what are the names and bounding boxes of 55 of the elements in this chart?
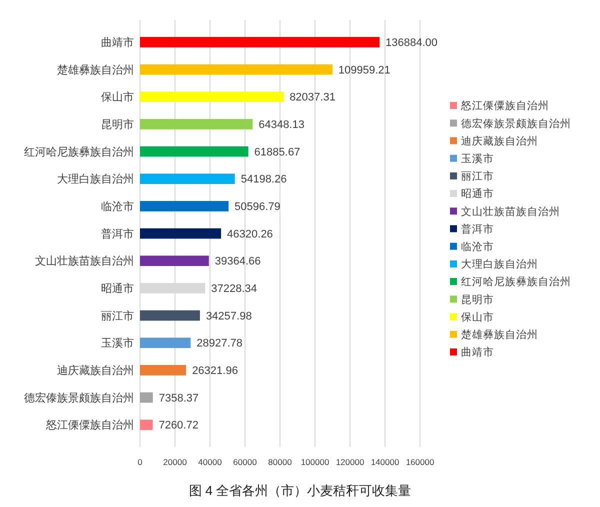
x-tick-label: 140000 bbox=[370, 457, 400, 467]
data-label: 64348.13 bbox=[258, 119, 304, 132]
data-label: 7260.72 bbox=[158, 420, 198, 432]
data-label: 26321.96 bbox=[192, 365, 238, 378]
y-tick-label: 曲靖市 bbox=[101, 36, 134, 49]
x-tick-label: 60000 bbox=[233, 457, 258, 467]
data-label: 82037.31 bbox=[290, 92, 336, 104]
data-label: 39364.66 bbox=[214, 256, 261, 268]
data-label: 37228.34 bbox=[211, 283, 258, 296]
y-tick-label: 保山市 bbox=[101, 90, 134, 104]
data-label: 61885.67 bbox=[254, 146, 300, 158]
legend-label: 玉溪市 bbox=[461, 152, 494, 165]
data-label: 28927.78 bbox=[196, 338, 243, 350]
y-tick-label: 丽江市 bbox=[101, 309, 134, 322]
text: 图 4 全省各州（市）小麦秸秆可收集量 bbox=[188, 483, 412, 498]
y-tick-label: 普洱市 bbox=[101, 227, 134, 240]
legend-label: 曲靖市 bbox=[461, 346, 494, 359]
y-tick-label: 玉溪市 bbox=[101, 336, 134, 350]
data-label: 54198.26 bbox=[240, 174, 287, 186]
legend-label: 德宏傣族景颇族自治州 bbox=[461, 116, 571, 130]
data-label: 34257.98 bbox=[206, 310, 252, 322]
data-label: 7358.37 bbox=[158, 392, 199, 404]
legend-label: 普洱市 bbox=[461, 222, 494, 236]
legend-label: 楚雄彝族自治州 bbox=[461, 328, 538, 341]
y-tick-label: 怒江傈僳族自治州 bbox=[45, 418, 134, 432]
x-tick-label: 80000 bbox=[268, 457, 292, 467]
legend-label: 迪庆藏族自治州 bbox=[461, 134, 538, 148]
y-tick-label: 红河哈尼族彝族自治州 bbox=[24, 145, 134, 158]
y-tick-label: 楚雄彝族自治州 bbox=[57, 63, 134, 76]
x-tick-label: 120000 bbox=[336, 457, 364, 467]
x-tick-label: 20000 bbox=[163, 457, 188, 467]
y-tick-label: 昆明市 bbox=[101, 118, 134, 132]
y-tick-label: 大理白族自治州 bbox=[57, 172, 134, 186]
x-tick-label: 0 bbox=[138, 457, 143, 467]
legend-label: 保山市 bbox=[461, 310, 494, 324]
y-tick-label: 文山壮族苗族自治州 bbox=[35, 254, 134, 268]
legend-label: 红河哈尼族彝族自治州 bbox=[461, 275, 571, 288]
legend-label: 文山壮族苗族自治州 bbox=[461, 204, 560, 218]
y-tick-label: 昭通市 bbox=[101, 282, 134, 296]
legend-label: 临沧市 bbox=[461, 240, 494, 253]
data-label: 50596.79 bbox=[234, 201, 280, 214]
legend-label: 昭通市 bbox=[461, 187, 494, 200]
legend-label: 昆明市 bbox=[461, 292, 494, 306]
legend-label: 丽江市 bbox=[461, 170, 494, 183]
legend-label: 大理白族自治州 bbox=[461, 258, 538, 271]
legend-label: 怒江傈僳族自治州 bbox=[460, 99, 549, 112]
data-label: 109959.21 bbox=[338, 64, 390, 76]
y-tick-label: 德宏傣族景颇族自治州 bbox=[24, 391, 134, 404]
y-tick-label: 迪庆藏族自治州 bbox=[57, 364, 134, 378]
x-tick-label: 100000 bbox=[300, 457, 330, 467]
data-label: 46320.26 bbox=[227, 228, 273, 240]
data-label: 136884.00 bbox=[386, 36, 438, 49]
y-tick-label: 临沧市 bbox=[101, 200, 134, 214]
x-tick-label: 40000 bbox=[198, 457, 222, 467]
x-tick-label: 160000 bbox=[406, 457, 434, 467]
